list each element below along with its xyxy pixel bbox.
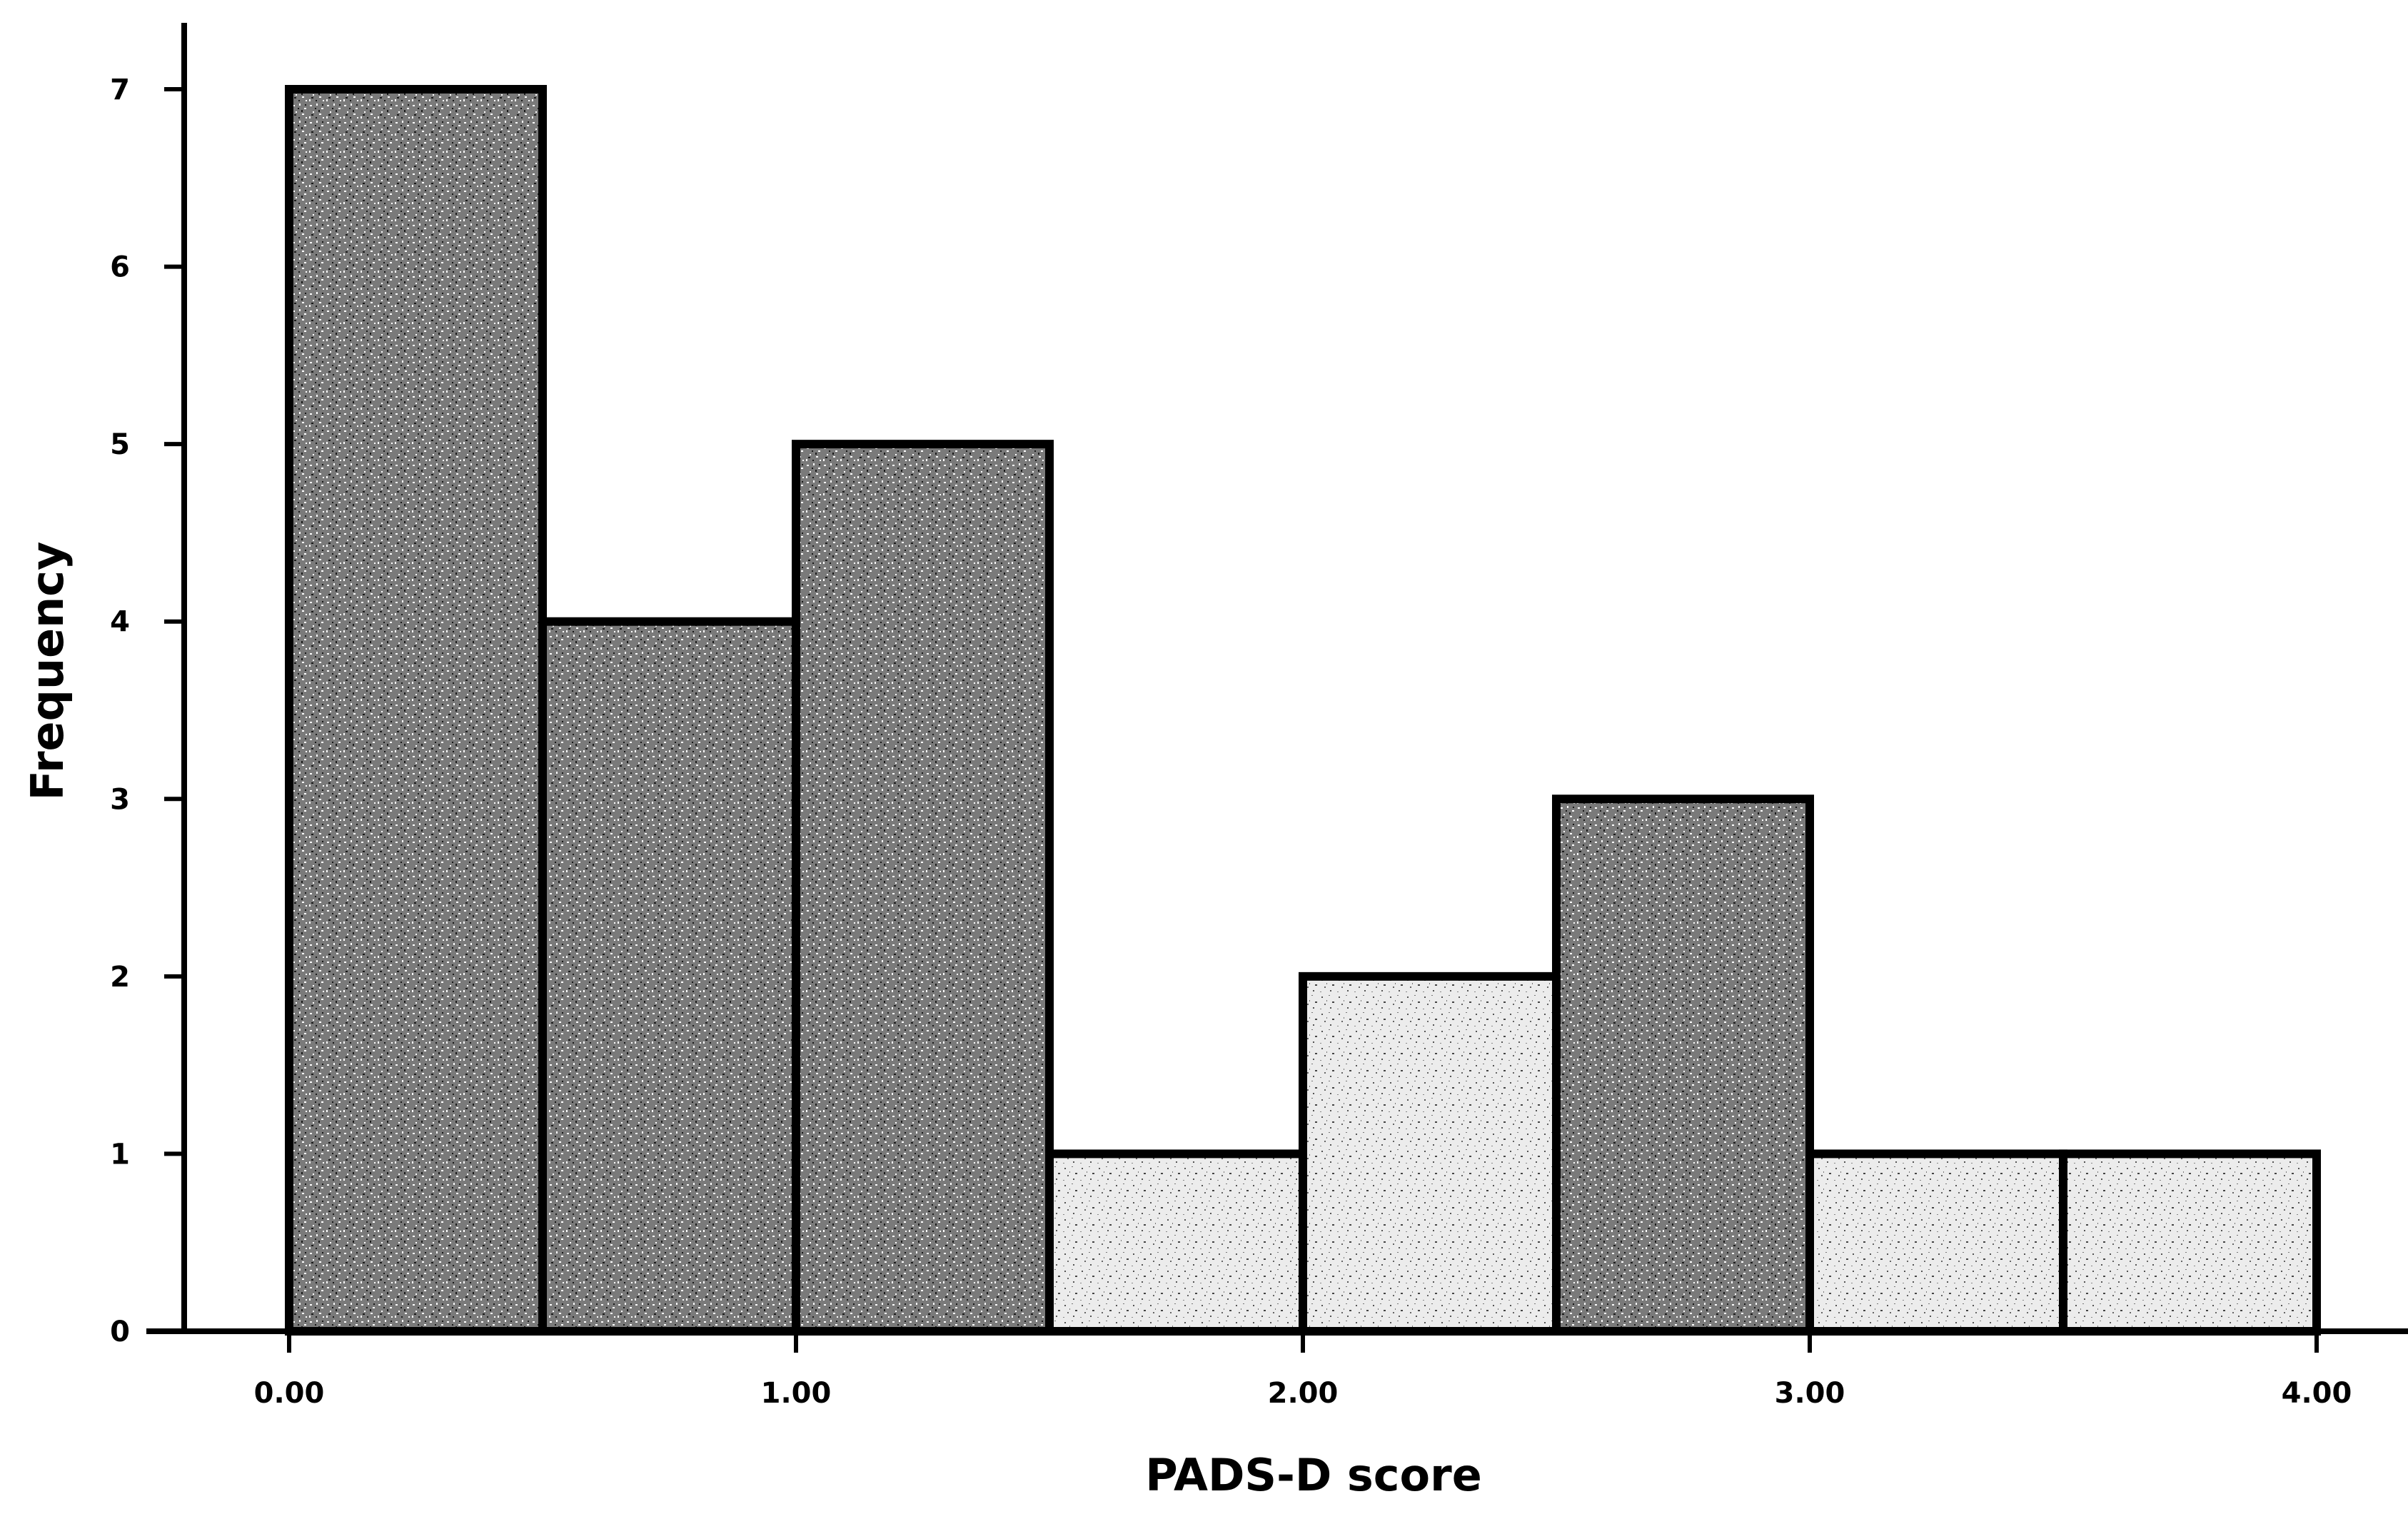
y-tick-label-7: 7	[110, 74, 130, 106]
x-tick-label-4: 4.00	[2282, 1377, 2352, 1410]
bars-layer	[285, 85, 2321, 1336]
histogram-bar-4	[1045, 1149, 1307, 1336]
y-tick-label-2: 2	[110, 961, 130, 994]
y-ticks-layer: 0 1 2 3 4 5 6 7	[110, 74, 184, 1348]
y-tick-label-1: 1	[110, 1138, 130, 1171]
histogram-bar-2	[538, 617, 800, 1336]
histogram-bar-1	[285, 85, 547, 1336]
y-axis-label: Frequency	[21, 542, 74, 801]
y-tick-label-6: 6	[110, 251, 130, 284]
x-tick-label-0: 0.00	[254, 1377, 325, 1410]
histogram-bar-6	[1552, 794, 1814, 1336]
y-tick-label-3: 3	[110, 783, 130, 816]
histogram-bar-7	[1805, 1149, 2067, 1336]
y-tick-label-5: 5	[110, 428, 130, 461]
x-axis-label: PADS-D score	[1145, 1449, 1482, 1501]
x-tick-label-2: 2.00	[1268, 1377, 1339, 1410]
x-tick-label-1: 1.00	[761, 1377, 832, 1410]
x-ticks-layer: 0.00 1.00 2.00 3.00 4.00	[254, 1331, 2352, 1410]
y-tick-label-4: 4	[110, 606, 130, 639]
y-tick-label-0: 0	[110, 1316, 130, 1348]
histogram-bar-3	[792, 440, 1054, 1336]
x-tick-label-3: 3.00	[1775, 1377, 1845, 1410]
histogram-bar-8	[2059, 1149, 2321, 1336]
histogram-bar-5	[1299, 972, 1561, 1336]
